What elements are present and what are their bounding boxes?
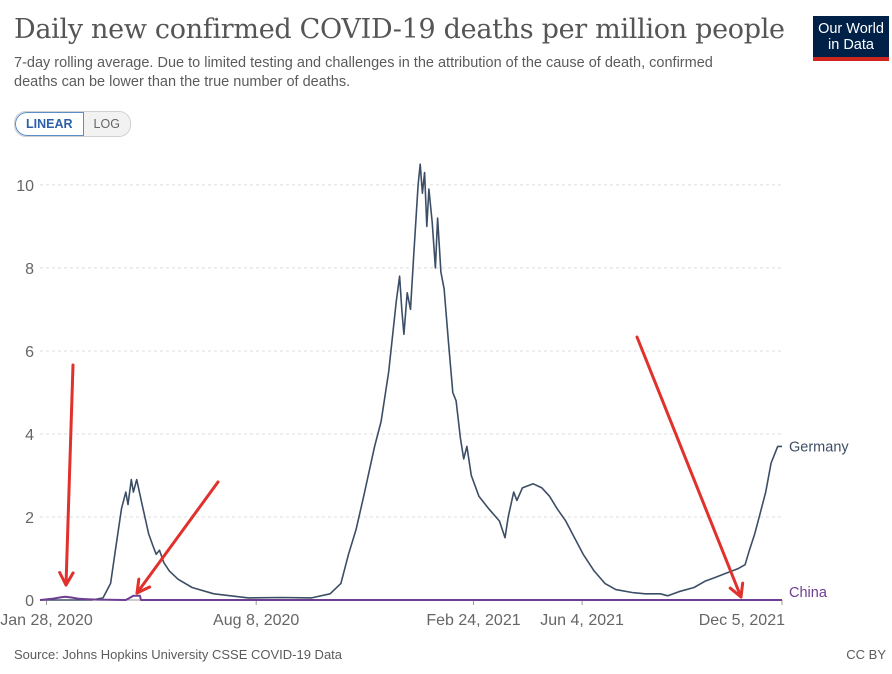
x-tick-label: Jun 4, 2021 xyxy=(540,612,624,629)
x-tick-label: Feb 24, 2021 xyxy=(426,612,520,629)
y-tick-label: 2 xyxy=(25,510,34,527)
source-note[interactable]: Source: Johns Hopkins University CSSE CO… xyxy=(14,647,343,662)
scale-toggle: LINEAR LOG xyxy=(14,111,131,137)
logo-line1: Our World xyxy=(818,21,884,37)
annotation-arrowhead xyxy=(135,577,152,595)
logo-line2: in Data xyxy=(828,37,874,53)
x-axis: Jan 28, 2020 Aug 8, 2020 Feb 24, 2021 Jun 4… xyxy=(0,600,785,629)
annotation-arrowhead xyxy=(728,581,745,599)
series-lines xyxy=(39,163,782,601)
x-tick-label: Aug 8, 2020 xyxy=(213,612,299,629)
annotation-arrow xyxy=(135,480,220,595)
y-tick-label: 4 xyxy=(25,427,34,444)
license-note[interactable]: CC BY xyxy=(846,647,886,662)
y-tick-label: 10 xyxy=(16,178,34,195)
linear-scale-button[interactable]: LINEAR xyxy=(15,112,84,136)
series-line-china xyxy=(39,594,782,601)
chart-subtitle: 7-day rolling average. Due to limited te… xyxy=(14,55,713,90)
chart-title: Daily new confirmed COVID-19 deaths per … xyxy=(14,14,785,45)
y-tick-label: 8 xyxy=(25,261,34,278)
y-tick-label: 6 xyxy=(25,344,34,361)
series-label-germany: Germany xyxy=(789,439,849,455)
series-line-germany xyxy=(40,163,782,601)
y-tick-label: 0 xyxy=(25,593,34,610)
owid-logo[interactable]: Our World in Data xyxy=(813,16,889,61)
y-axis: 0 2 4 6 8 10 xyxy=(16,178,34,610)
grid-lines xyxy=(40,184,782,601)
series-labels: Germany China xyxy=(789,439,849,601)
x-tick-label: Jan 28, 2020 xyxy=(0,612,93,629)
x-tick-label: Dec 5, 2021 xyxy=(699,612,785,629)
log-scale-button[interactable]: LOG xyxy=(83,112,130,136)
annotation-arrow xyxy=(635,335,743,599)
annotation-arrow xyxy=(64,363,75,587)
series-label-china: China xyxy=(789,585,828,601)
annotation-arrowhead xyxy=(58,571,75,587)
annotation-arrows xyxy=(58,335,745,599)
